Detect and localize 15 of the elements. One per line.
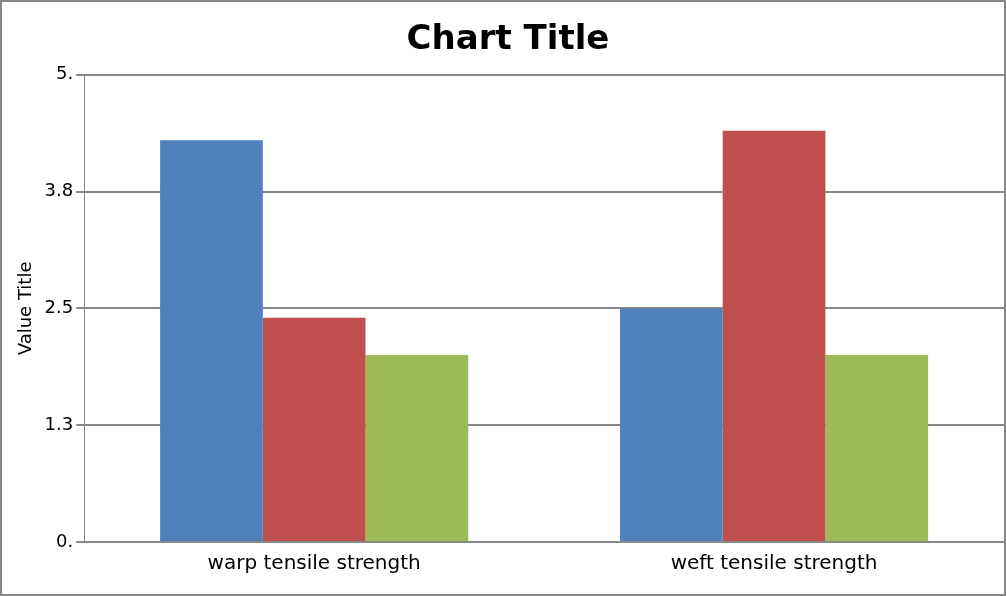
y-tick-label: 1.3 (44, 412, 74, 434)
y-tick-label: 2.5 (44, 296, 74, 318)
y-axis-title: Value Title (14, 261, 36, 356)
bar (825, 355, 929, 541)
y-tick-label: 5. (56, 62, 74, 84)
bar (262, 317, 366, 541)
bar (365, 355, 469, 541)
bar (619, 308, 723, 541)
y-tick-label: 0. (56, 529, 74, 551)
x-tick-label: warp tensile strength (207, 550, 421, 575)
bar (722, 130, 826, 541)
chart-title: Chart Title (406, 17, 610, 58)
bar (160, 140, 263, 541)
y-tick-label: 3.8 (44, 179, 74, 201)
x-tick-label: weft tensile strength (670, 550, 878, 575)
